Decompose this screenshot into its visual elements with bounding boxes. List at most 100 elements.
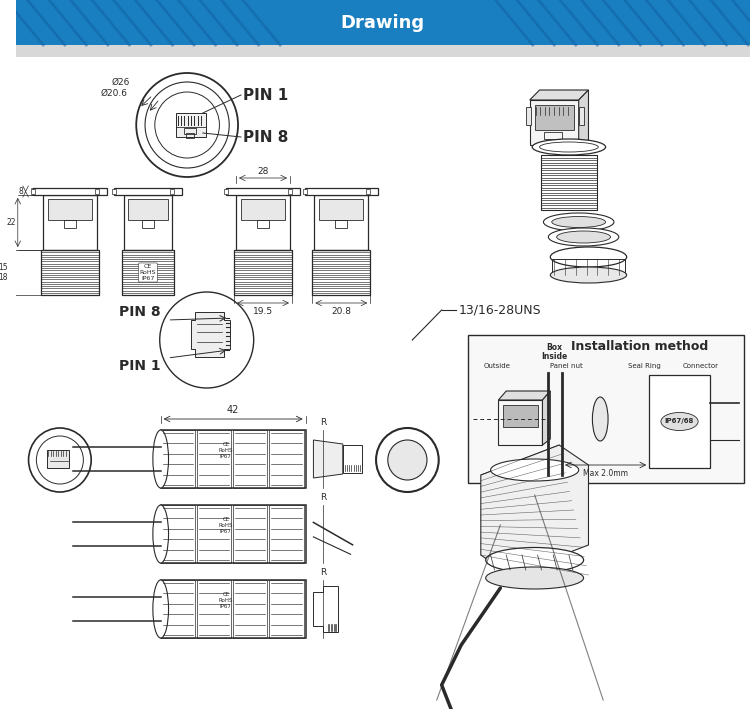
Text: R: R (320, 568, 326, 577)
Text: PIN 8: PIN 8 (243, 130, 288, 145)
Bar (234, 250, 292, 295)
Text: R: R (320, 493, 326, 502)
Text: 42: 42 (227, 405, 239, 415)
Ellipse shape (153, 505, 169, 563)
Bar (650, 375, 710, 468)
Ellipse shape (550, 267, 627, 283)
Bar (48, 199, 92, 220)
Ellipse shape (490, 459, 579, 481)
Bar (176, 113, 206, 137)
Text: CE
RoHS
IP67: CE RoHS IP67 (219, 442, 233, 459)
Bar (303, 189, 307, 194)
Text: 13/16-28UNS: 13/16-28UNS (458, 303, 541, 316)
Bar (160, 430, 195, 488)
Text: Seal Ring: Seal Ring (628, 363, 661, 369)
Bar (112, 189, 116, 194)
Bar (530, 100, 579, 145)
Text: 8: 8 (19, 187, 24, 196)
Bar (128, 199, 167, 220)
Bar (44, 195, 97, 250)
Ellipse shape (550, 247, 627, 267)
Polygon shape (153, 0, 613, 45)
Text: Outside: Outside (484, 363, 511, 369)
Bar (224, 189, 228, 194)
Bar (160, 430, 305, 488)
Text: 18: 18 (0, 273, 8, 282)
Polygon shape (579, 90, 589, 145)
Text: Ø26: Ø26 (112, 77, 130, 86)
Bar (535, 105, 574, 130)
Bar (269, 430, 304, 488)
Text: PIN 1: PIN 1 (118, 359, 160, 373)
Text: CE
RoHS
IP67: CE RoHS IP67 (219, 517, 233, 534)
Ellipse shape (592, 397, 608, 441)
Bar (313, 250, 370, 295)
Text: Box: Box (546, 343, 562, 352)
Bar (526, 107, 531, 125)
Bar (226, 188, 300, 195)
Bar (314, 195, 368, 250)
Text: Drawing: Drawing (340, 14, 425, 32)
Bar (335, 220, 347, 228)
Bar (343, 445, 362, 473)
Circle shape (376, 428, 439, 492)
Bar (269, 505, 304, 563)
Bar (257, 220, 268, 228)
Bar (32, 189, 35, 194)
Polygon shape (499, 391, 550, 400)
Bar (304, 188, 378, 195)
Bar (544, 132, 562, 139)
Bar (124, 195, 172, 250)
Circle shape (28, 428, 92, 492)
Bar (233, 430, 268, 488)
Bar (142, 220, 154, 228)
Bar (114, 188, 182, 195)
Text: CE
RoHS
IP67: CE RoHS IP67 (140, 264, 156, 281)
Ellipse shape (661, 413, 698, 430)
Bar (160, 505, 195, 563)
Bar (197, 505, 231, 563)
Text: Ø20.6: Ø20.6 (100, 89, 128, 98)
Text: 15: 15 (0, 263, 8, 272)
Bar (160, 580, 305, 638)
Polygon shape (481, 445, 589, 575)
Bar (34, 188, 106, 195)
Bar (186, 133, 194, 138)
Text: CE
RoHS
IP67: CE RoHS IP67 (219, 592, 233, 608)
Text: Connector: Connector (683, 363, 719, 369)
Bar (122, 250, 175, 295)
Polygon shape (542, 391, 550, 445)
Bar (468, 335, 744, 483)
Text: IP67/68: IP67/68 (664, 418, 694, 425)
Bar (160, 505, 305, 563)
Polygon shape (314, 440, 343, 478)
Text: Installation method: Installation method (571, 340, 708, 354)
Text: Panel nut: Panel nut (550, 363, 582, 369)
Bar (241, 199, 285, 220)
Bar (16, 45, 750, 57)
Bar (160, 580, 195, 638)
Bar (170, 189, 175, 194)
Ellipse shape (532, 139, 605, 155)
Bar (184, 128, 196, 134)
Text: 20.8: 20.8 (332, 306, 351, 316)
Ellipse shape (548, 228, 619, 246)
Text: 28: 28 (257, 167, 268, 176)
Ellipse shape (544, 213, 614, 231)
Circle shape (160, 292, 254, 388)
Bar (236, 195, 290, 250)
Text: PIN 1: PIN 1 (243, 87, 288, 103)
Bar (499, 400, 542, 445)
Ellipse shape (153, 580, 169, 638)
Text: Inside: Inside (541, 352, 567, 361)
Bar (503, 405, 538, 427)
Polygon shape (191, 312, 230, 357)
Bar (541, 155, 597, 210)
Bar (288, 189, 292, 194)
Bar (579, 107, 584, 125)
Bar (16, 0, 750, 45)
Ellipse shape (486, 547, 584, 572)
Bar (233, 580, 268, 638)
Bar (64, 220, 76, 228)
Bar (269, 580, 304, 638)
